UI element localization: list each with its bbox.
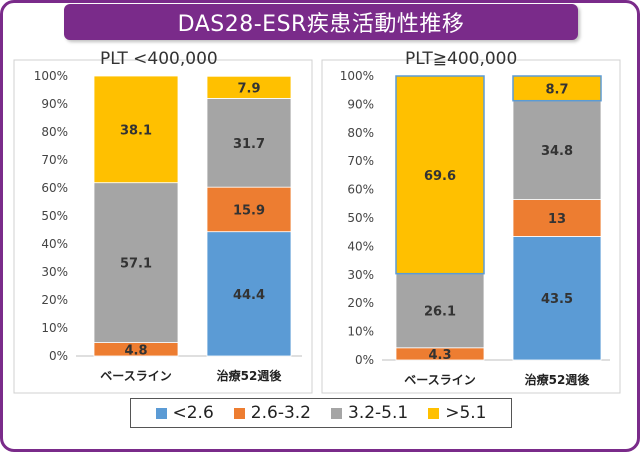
chart-2-category-label-2: 治療52週後 [525, 372, 591, 387]
chart-1-ytick-label: 60% [41, 181, 68, 195]
chart-1-data-label-2-gt51: 7.9 [237, 81, 260, 96]
legend-swatch-26-32 [233, 407, 245, 419]
chart-1-ytick-label: 40% [41, 237, 68, 251]
legend-label-lt26: <2.6 [172, 403, 214, 423]
chart-1-data-label-1-gt51: 38.1 [120, 123, 152, 138]
legend-label-gt51: >5.1 [445, 403, 487, 423]
chart-2-bar-1-gt51 [395, 75, 485, 275]
chart-2-ytick-label: 10% [347, 325, 374, 339]
chart-2-ytick-label: 80% [347, 126, 374, 140]
chart-1-bar-1-gt51 [93, 75, 179, 184]
chart-1-ytick-label: 80% [41, 125, 68, 139]
chart-2-data-label-1-26-32: 4.3 [428, 348, 451, 363]
legend-item-26-32: 2.6-3.2 [233, 403, 311, 423]
chart-1-data-label-1-26-32: 4.8 [124, 343, 147, 358]
chart-1-ytick-label: 30% [41, 265, 68, 279]
chart-1-bar-2-32-51 [206, 98, 292, 188]
chart-1-ytick-label: 20% [41, 293, 68, 307]
chart-2-data-label-2-26-32: 13 [548, 212, 566, 227]
chart-2-data-label-2-gt51: 8.7 [545, 82, 568, 97]
chart-1-ytick-label: 90% [41, 97, 68, 111]
chart-1-data-label-1-32-51: 57.1 [120, 257, 152, 272]
chart-1-bar-1-32-51 [93, 182, 179, 343]
chart-2-ytick-label: 20% [347, 296, 374, 310]
chart-2-bar-2-gt51 [512, 75, 602, 102]
chart-1-data-label-2-32-51: 31.7 [233, 137, 265, 152]
page-title: DAS28-ESR疾患活動性推移 [64, 4, 578, 40]
chart-2-bar-2-32-51 [512, 100, 602, 200]
chart-1-data-label-2-lt26: 44.4 [233, 288, 265, 303]
chart-2-ytick-label: 30% [347, 268, 374, 282]
legend-swatch-32-51 [331, 407, 342, 419]
chart-1-category-label-1: ベースライン [100, 369, 171, 383]
chart-2-data-label-2-32-51: 34.8 [541, 144, 573, 159]
chart-2-ytick-label: 60% [347, 183, 374, 197]
chart-1-bar-2-26-32 [206, 186, 292, 233]
chart-1-data-label-2-26-32: 15.9 [233, 203, 265, 218]
chart-1-bar-2-gt51 [206, 75, 292, 99]
legend-swatch-gt51 [428, 407, 440, 419]
chart-1-ytick-label: 100% [34, 69, 68, 83]
chart-1-bar-2-lt26 [206, 231, 292, 357]
legend-item-lt26: <2.6 [155, 403, 214, 423]
legend-item-gt51: >5.1 [428, 403, 487, 423]
legend-label-32-51: 3.2-5.1 [348, 403, 409, 423]
legend-label-26-32: 2.6-3.2 [250, 403, 311, 423]
chart-2-ytick-label: 100% [340, 69, 374, 83]
chart-2-ytick-label: 50% [347, 211, 374, 225]
chart-2-title: PLT≧400,000 [405, 49, 517, 69]
chart-2-data-label-2-lt26: 43.5 [541, 292, 573, 307]
chart-1-category-label-2: 治療52週後 [217, 368, 283, 383]
chart-1-ytick-label: 70% [41, 153, 68, 167]
chart-2-bar-1-32-51 [395, 273, 485, 349]
chart-1-ytick-label: 10% [41, 321, 68, 335]
chart-2-bar-2-26-32 [512, 199, 602, 237]
chart-2-ytick-label: 70% [347, 154, 374, 168]
legend: <2.6 2.6-3.2 3.2-5.1 >5.1 [130, 398, 512, 428]
chart-2-ytick-label: 40% [347, 239, 374, 253]
chart-2-ytick-label: 0% [355, 353, 374, 367]
chart-1-ytick-label: 50% [41, 209, 68, 223]
chart-1-title: PLT <400,000 [100, 49, 218, 69]
chart-1-ytick-label: 0% [49, 349, 68, 363]
chart-2-bar-2-lt26 [512, 236, 602, 361]
chart-2-data-label-1-gt51: 69.6 [424, 169, 456, 184]
legend-item-32-51: 3.2-5.1 [331, 403, 408, 423]
chart-2-category-label-1: ベースライン [404, 373, 475, 387]
chart-2-data-label-1-32-51: 26.1 [424, 305, 456, 320]
legend-swatch-lt26 [155, 407, 167, 419]
chart-2-ytick-label: 90% [347, 97, 374, 111]
